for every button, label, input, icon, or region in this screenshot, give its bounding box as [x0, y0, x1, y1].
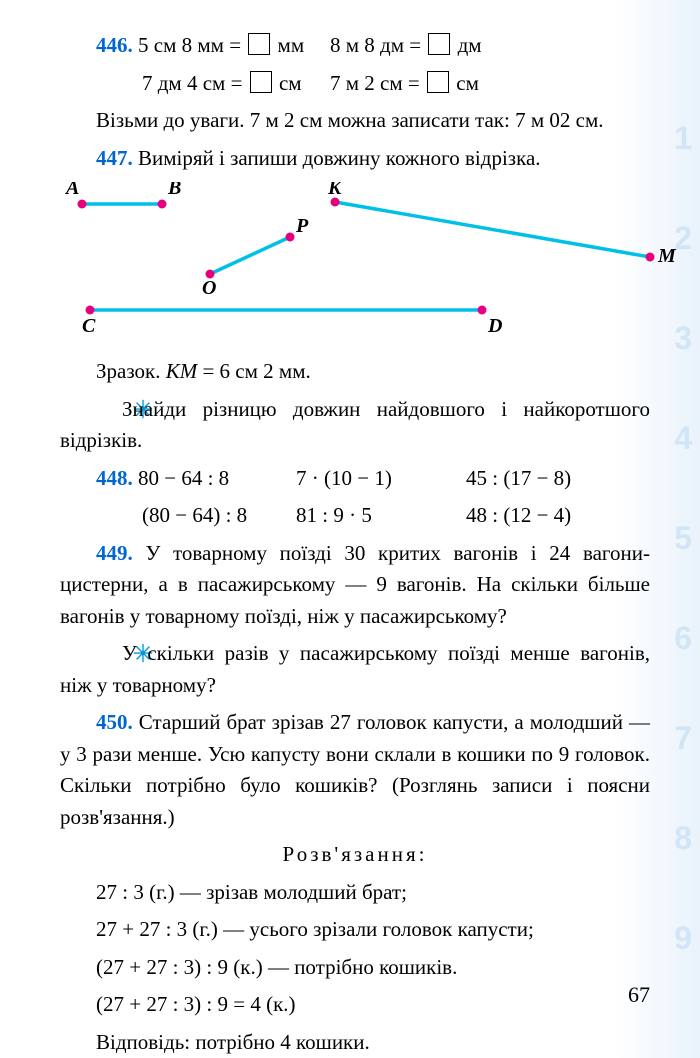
answer-box[interactable] [427, 71, 449, 93]
ex446-r2c2: 7 м 2 см = [330, 71, 420, 95]
svg-text:B: B [167, 182, 181, 199]
page-number: 67 [628, 982, 650, 1008]
solution-title: Розв'язання: [60, 839, 650, 871]
e448-r2-2: 48 : (12 − 4) [466, 500, 650, 532]
answer-box[interactable] [248, 33, 270, 55]
side-page-marker: 3 [674, 320, 692, 357]
ex450-text: Старший брат зрізав 27 головок капусти, … [60, 710, 650, 829]
sol-l1: 27 : 3 (г.) — зрізав молодший брат; [60, 877, 650, 909]
side-page-marker: 1 [674, 120, 692, 157]
svg-text:C: C [82, 315, 96, 337]
sol-l2: 27 + 27 : 3 (г.) — усього зрізали голово… [60, 914, 650, 946]
snowflake-icon [96, 398, 118, 420]
answer-box[interactable] [428, 33, 450, 55]
ex446-r2c2u: см [456, 71, 479, 95]
ex-num-448: 448. [96, 466, 133, 490]
ex-num-446: 446. [96, 33, 133, 57]
sol-l3: (27 + 27 : 3) : 9 (к.) — потрібно кошикі… [60, 952, 650, 984]
svg-text:P: P [295, 215, 309, 237]
side-page-marker: 5 [674, 520, 692, 557]
side-page-marker: 9 [674, 920, 692, 957]
e448-r1-1: 7 · (10 − 1) [296, 463, 466, 495]
e448-r2-0: (80 − 64) : 8 [142, 500, 296, 532]
svg-text:A: A [64, 182, 79, 199]
side-page-marker: 8 [674, 820, 692, 857]
side-page-marker: 6 [674, 620, 692, 657]
answer-box[interactable] [250, 71, 272, 93]
svg-text:K: K [327, 182, 343, 199]
sample-rest: = 6 см 2 мм. [197, 359, 311, 383]
sol-ans: Відповідь: потрібно 4 кошики. [60, 1027, 650, 1058]
ex449-text: У товарному поїзді 30 критих вагонів і 2… [60, 541, 650, 628]
side-page-marker: 4 [674, 420, 692, 457]
snowflake-icon [96, 642, 118, 664]
ex-num-447: 447. [96, 146, 133, 170]
ex446-r2c1: 7 дм 4 см = [142, 71, 242, 95]
note-text: Візьми до уваги. 7 м 2 см можна записати… [60, 105, 650, 137]
e448-r1-0: 80 − 64 : 8 [138, 466, 229, 490]
ex446-r1c2: 8 м 8 дм = [330, 33, 421, 57]
svg-text:O: O [202, 277, 216, 299]
svg-text:D: D [487, 315, 502, 337]
ex447-text: Виміряй і запиши довжину кожного відрізк… [138, 146, 541, 170]
e448-r1-2: 45 : (17 − 8) [466, 463, 650, 495]
e448-r2-1: 81 : 9 · 5 [296, 500, 466, 532]
sample-prefix: Зразок. [96, 359, 166, 383]
ex446-r1c2u: дм [458, 33, 482, 57]
ex446-r1c1u: мм [278, 33, 305, 57]
snow2-text: У скільки разів у пасажирському поїзді м… [60, 641, 650, 697]
segments-diagram: ABOPKMCD [60, 182, 650, 352]
sample-ital: KM [166, 359, 198, 383]
ex-num-450: 450. [96, 710, 133, 734]
side-page-marker: 7 [674, 720, 692, 757]
snow1-text: Знайди різницю довжин найдовшого і найко… [60, 397, 650, 453]
ex-num-449: 449. [96, 541, 133, 565]
side-page-marker: 2 [674, 220, 692, 257]
sol-l4: (27 + 27 : 3) : 9 = 4 (к.) [60, 989, 650, 1021]
ex446-r1c1: 5 см 8 мм = [138, 33, 241, 57]
ex446-r2c1u: см [279, 71, 302, 95]
